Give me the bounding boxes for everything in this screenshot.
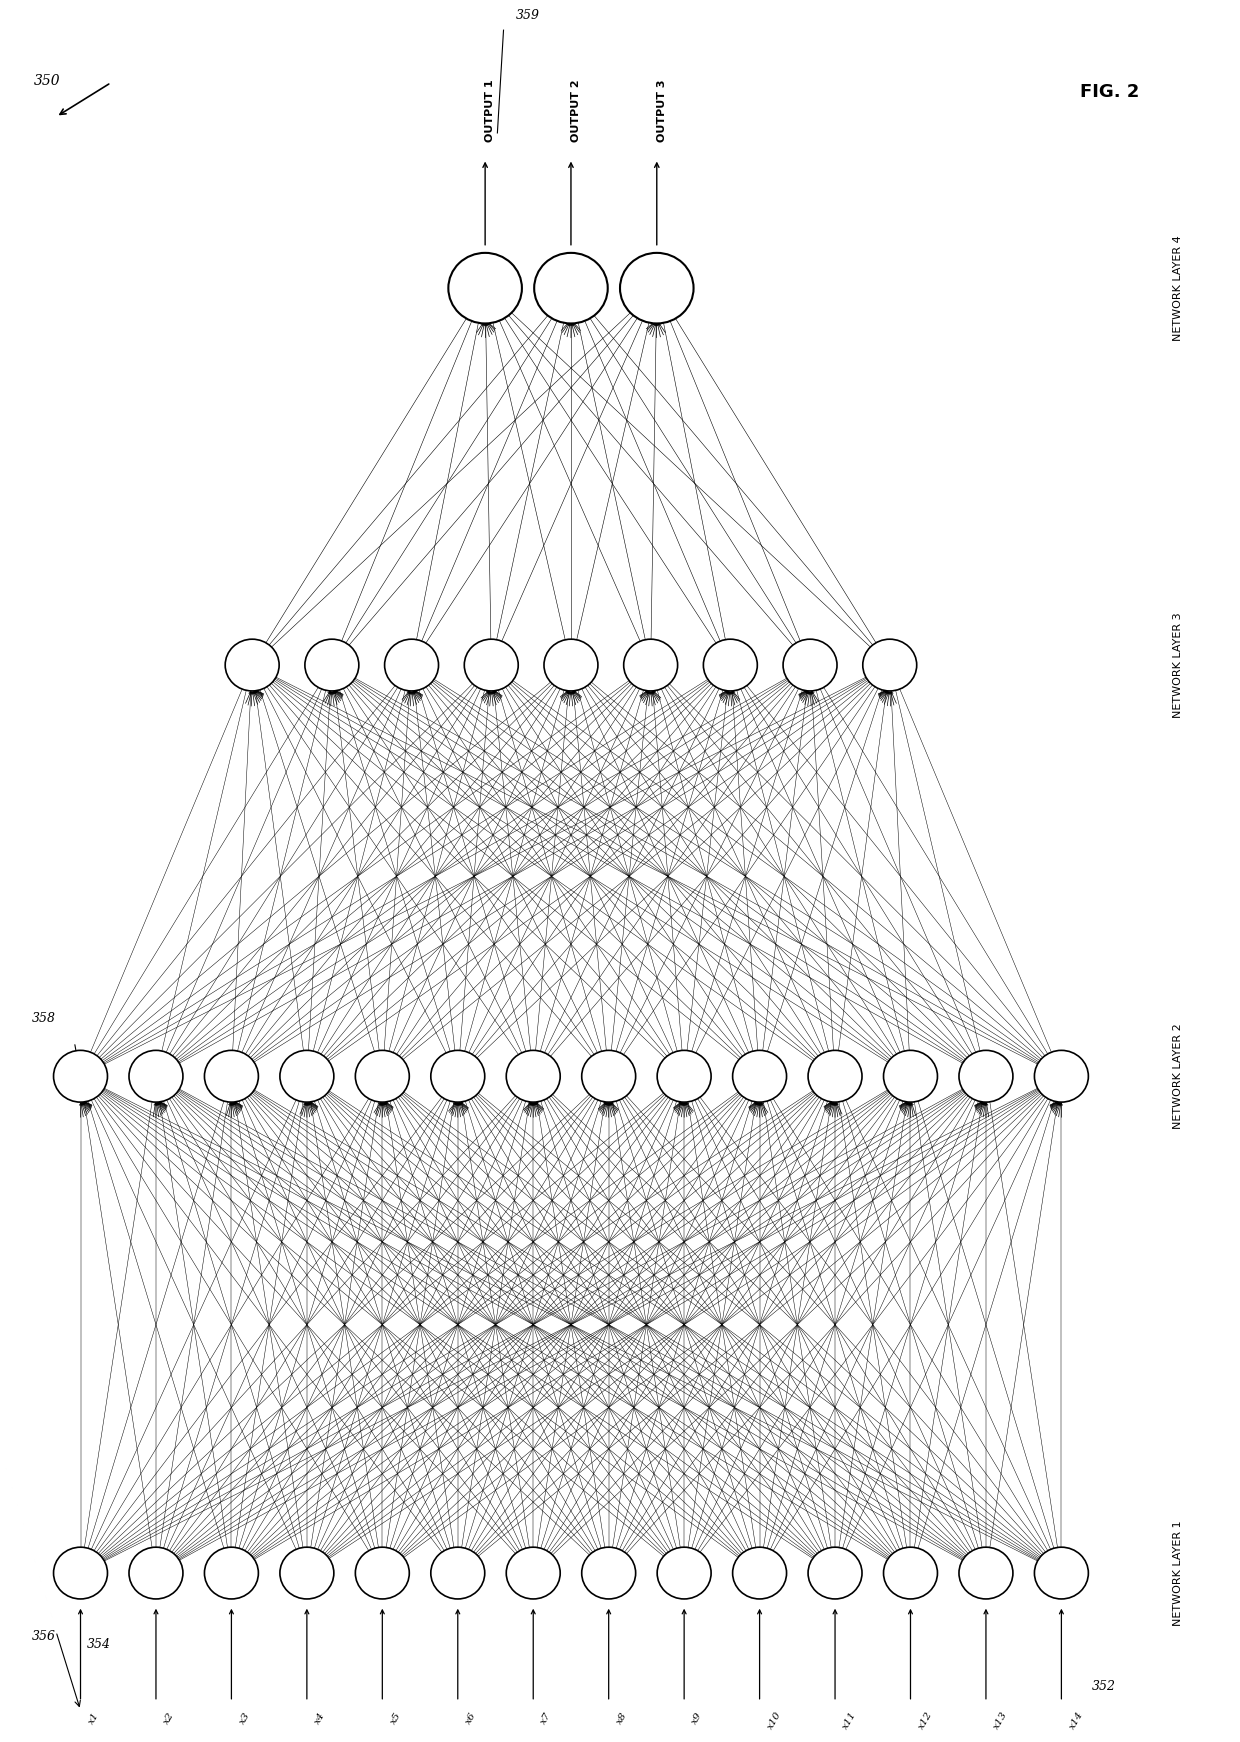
Text: x8: x8 [615,1711,629,1726]
Ellipse shape [1034,1050,1089,1103]
Text: x13: x13 [992,1711,1009,1732]
Text: x2: x2 [162,1711,176,1726]
Ellipse shape [305,639,358,692]
Ellipse shape [884,1547,937,1599]
Text: NETWORK LAYER 1: NETWORK LAYER 1 [1173,1521,1183,1625]
Text: OUTPUT 1: OUTPUT 1 [485,78,495,141]
Text: x9: x9 [691,1711,704,1726]
Ellipse shape [356,1547,409,1599]
Ellipse shape [226,639,279,692]
Ellipse shape [808,1547,862,1599]
Ellipse shape [863,639,916,692]
Ellipse shape [430,1050,485,1103]
Ellipse shape [620,253,693,324]
Ellipse shape [808,1050,862,1103]
Ellipse shape [129,1547,184,1599]
Text: 356: 356 [31,1629,56,1643]
Text: NETWORK LAYER 4: NETWORK LAYER 4 [1173,235,1183,341]
Ellipse shape [733,1050,786,1103]
Text: x4: x4 [312,1711,327,1726]
Text: 358: 358 [31,1012,56,1024]
Text: 354: 354 [87,1637,110,1651]
Ellipse shape [205,1547,258,1599]
Ellipse shape [1034,1547,1089,1599]
Ellipse shape [784,639,837,692]
Text: x3: x3 [238,1711,252,1726]
Text: x6: x6 [464,1711,477,1726]
Ellipse shape [657,1050,711,1103]
Ellipse shape [624,639,677,692]
Ellipse shape [53,1050,108,1103]
Text: x7: x7 [539,1711,553,1726]
Ellipse shape [280,1050,334,1103]
Ellipse shape [430,1547,485,1599]
Text: x1: x1 [87,1711,100,1726]
Text: NETWORK LAYER 3: NETWORK LAYER 3 [1173,611,1183,718]
Text: 350: 350 [33,73,61,89]
Ellipse shape [544,639,598,692]
Ellipse shape [280,1547,334,1599]
Ellipse shape [506,1050,560,1103]
Text: 352: 352 [1092,1679,1116,1693]
Ellipse shape [733,1547,786,1599]
Text: x10: x10 [766,1711,784,1732]
Text: NETWORK LAYER 2: NETWORK LAYER 2 [1173,1023,1183,1129]
Ellipse shape [582,1050,636,1103]
Text: x11: x11 [841,1711,858,1732]
Text: OUTPUT 2: OUTPUT 2 [570,78,582,141]
Text: x14: x14 [1068,1711,1085,1732]
Ellipse shape [582,1547,636,1599]
Ellipse shape [464,639,518,692]
Ellipse shape [205,1050,258,1103]
Ellipse shape [356,1050,409,1103]
Ellipse shape [384,639,439,692]
Ellipse shape [703,639,758,692]
Text: x5: x5 [388,1711,403,1726]
Ellipse shape [449,253,522,324]
Ellipse shape [884,1050,937,1103]
Ellipse shape [53,1547,108,1599]
Text: 359: 359 [516,9,539,21]
Text: OUTPUT 3: OUTPUT 3 [657,78,667,141]
Text: FIG. 2: FIG. 2 [1080,82,1140,101]
Ellipse shape [657,1547,711,1599]
Ellipse shape [534,253,608,324]
Ellipse shape [959,1050,1013,1103]
Ellipse shape [959,1547,1013,1599]
Ellipse shape [129,1050,184,1103]
Ellipse shape [506,1547,560,1599]
Text: x12: x12 [916,1711,934,1732]
